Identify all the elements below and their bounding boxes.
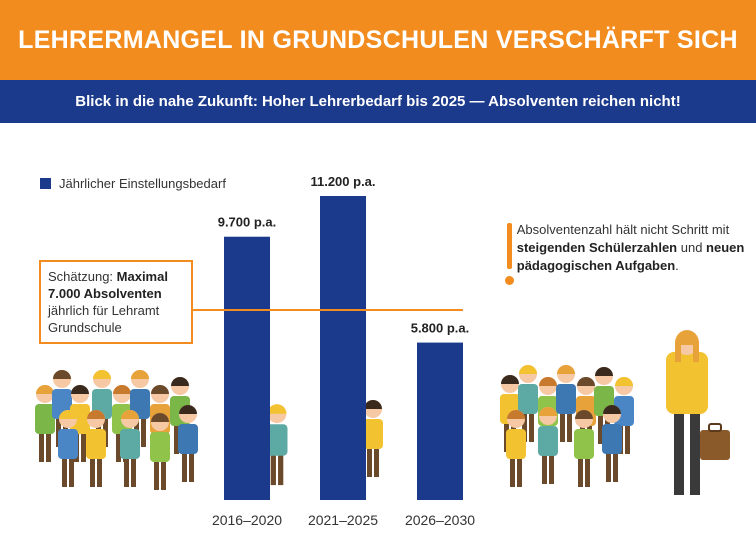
- legend-swatch: [40, 178, 51, 189]
- bar-value-label: 11.200 p.a.: [310, 174, 375, 189]
- bar-3: [417, 342, 463, 500]
- callout-t3: .: [675, 258, 679, 273]
- person-figure: [500, 375, 520, 452]
- teacher-figure: [666, 330, 730, 495]
- callout-t1: Absolventenzahl hält nicht Schritt mit: [516, 222, 730, 237]
- person-figure: [52, 370, 72, 447]
- callout-text: Absolventenzahl hält nicht Schritt mit s…: [517, 221, 745, 275]
- bars-group: [224, 196, 463, 500]
- note-prefix: Schätzung:: [48, 269, 117, 284]
- subtitle-text: Blick in die nahe Zukunft: Hoher Lehrerb…: [75, 93, 681, 110]
- callout-t2: und: [677, 240, 707, 255]
- person-figure: [112, 385, 132, 462]
- person-figure: [70, 385, 90, 462]
- category-label: 2021–2025: [308, 512, 378, 528]
- bar-value-label: 5.800 p.a.: [411, 321, 470, 336]
- person-figure: [574, 410, 594, 487]
- person-figure: [178, 405, 198, 482]
- bar-2: [320, 196, 366, 500]
- person-figure: [35, 385, 55, 462]
- labels-group: 9.700 p.a. 2016–2020 11.200 p.a. 2021–2025 5…: [212, 174, 475, 528]
- page-title-text: LEHRERMANGEL IN GRUNDSCHULEN VERSCHÄRFT …: [18, 25, 738, 54]
- bar-1: [224, 236, 270, 500]
- person-figure: [120, 410, 140, 487]
- briefcase-icon: [700, 430, 730, 460]
- bar-value-label: 9.700 p.a.: [218, 215, 277, 230]
- person-figure: [130, 370, 150, 447]
- person-figure: [150, 385, 170, 462]
- page-title: LEHRERMANGEL IN GRUNDSCHULEN VERSCHÄRFT …: [0, 0, 756, 80]
- note-rest: jährlich für Lehramt Grundschule: [48, 303, 160, 335]
- graduate-callout: Absolventenzahl hält nicht Schritt mit s…: [505, 221, 745, 287]
- person-figure: [170, 377, 190, 454]
- people-illustration: [35, 330, 730, 495]
- person-figure: [614, 377, 634, 454]
- person-figure: [556, 365, 576, 442]
- person-figure: [92, 370, 112, 447]
- person-figure: [58, 410, 78, 487]
- chart-legend: Jährlicher Einstellungsbedarf: [40, 176, 226, 191]
- person-figure: [576, 377, 596, 454]
- category-label: 2026–2030: [405, 512, 475, 528]
- callout-b1: steigenden Schülerzahlen: [516, 240, 678, 255]
- person-figure: [602, 405, 622, 482]
- person-figure: [518, 365, 538, 442]
- subtitle-banner: Blick in die nahe Zukunft: Hoher Lehrerb…: [0, 80, 756, 123]
- person-figure: [363, 400, 383, 477]
- person-figure: [266, 404, 288, 486]
- person-figure: [506, 410, 526, 487]
- person-figure: [538, 377, 558, 454]
- person-figure: [150, 413, 170, 490]
- note-bold: Maximal 7.000 Absolventen: [48, 269, 168, 301]
- person-figure: [86, 410, 106, 487]
- legend-label: Jährlicher Einstellungsbedarf: [59, 176, 226, 191]
- person-figure: [594, 367, 614, 444]
- category-label: 2016–2020: [212, 512, 282, 528]
- person-figure: [538, 407, 558, 484]
- exclamation-icon: [505, 221, 514, 287]
- callout-b2: neuen pädagogischen Aufgaben: [516, 240, 745, 273]
- estimate-note: Schätzung: Maximal 7.000 Absolventen jäh…: [39, 260, 193, 344]
